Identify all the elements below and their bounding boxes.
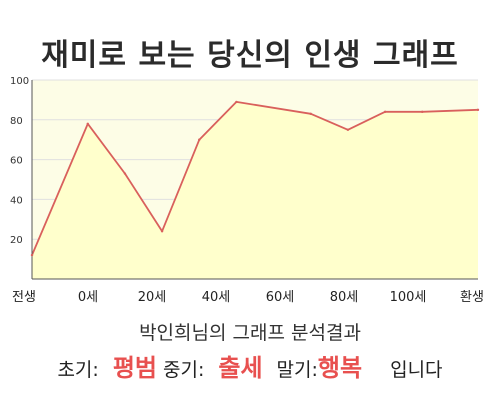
data-point bbox=[476, 108, 480, 112]
analysis-subtitle: 박인희님의 그래프 분석결과 bbox=[139, 322, 361, 344]
data-point bbox=[198, 138, 201, 141]
x-tick-label: 전생 bbox=[12, 290, 36, 305]
x-tick-label: 0세 bbox=[78, 290, 98, 305]
area-fill bbox=[32, 101, 478, 280]
late-label: 말기: bbox=[276, 359, 318, 381]
ending-text: 입니다 bbox=[390, 359, 443, 381]
late-value: 행복 bbox=[317, 354, 363, 382]
data-point bbox=[346, 128, 350, 131]
mid-value: 출세 bbox=[218, 354, 263, 382]
data-point bbox=[309, 112, 312, 116]
data-point bbox=[86, 122, 89, 125]
life-graph-chart: 20 40 60 80 100 전생 0세 20세 40세 60세 80세 100세 환생 bbox=[10, 76, 484, 305]
y-tick-labels: 20 40 60 80 100 bbox=[10, 76, 29, 246]
data-point bbox=[383, 110, 387, 114]
early-label: 초기: bbox=[57, 359, 99, 381]
x-tick-label: 환생 bbox=[460, 290, 484, 305]
data-point bbox=[30, 253, 34, 257]
analysis-verdict: 초기: 평범 중기: 출세 말기:행복 입니다 bbox=[0, 348, 500, 383]
x-tick-label: 80세 bbox=[330, 290, 359, 305]
data-point bbox=[123, 172, 127, 175]
data-point bbox=[235, 100, 238, 104]
y-tick-label: 100 bbox=[10, 76, 29, 87]
x-tick-label: 20세 bbox=[138, 290, 167, 305]
data-point bbox=[421, 110, 424, 114]
y-tick-label: 40 bbox=[10, 195, 23, 206]
early-value: 평범 bbox=[112, 354, 157, 382]
y-tick-label: 60 bbox=[10, 156, 23, 167]
x-tick-label: 40세 bbox=[202, 290, 231, 305]
x-tick-label: 60세 bbox=[266, 290, 295, 305]
chart-title: 재미로 보는 당신의 인생 그래프 bbox=[41, 38, 459, 73]
x-tick-labels: 전생 0세 20세 40세 60세 80세 100세 환생 bbox=[12, 290, 484, 305]
y-tick-label: 80 bbox=[10, 116, 23, 127]
data-point bbox=[160, 230, 164, 233]
mid-label: 중기: bbox=[163, 359, 205, 381]
data-points bbox=[30, 100, 480, 257]
x-tick-label: 100세 bbox=[390, 290, 427, 305]
y-tick-label: 20 bbox=[10, 235, 23, 246]
